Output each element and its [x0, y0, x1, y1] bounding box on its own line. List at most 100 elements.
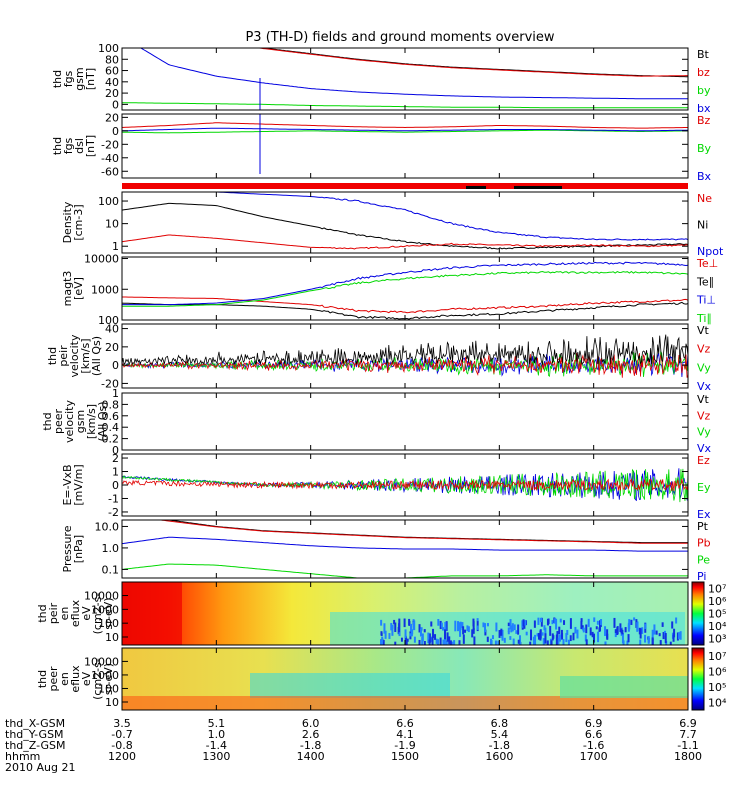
quality-flag-bar: [122, 183, 688, 189]
series-line-density: [122, 192, 688, 241]
legend-label: By: [697, 142, 712, 155]
x-axis-group: thd_X-GSM 3.5 5.1 6.0 6.6 6.8 6.9 6.9 thd_Y-GSM -…: [5, 717, 702, 774]
spectrogram-speck: [445, 621, 448, 632]
spectrogram-speck: [651, 637, 654, 645]
spectrogram-speck: [412, 622, 415, 628]
panel-temperature: 100 1000 10000 Te⊥ Te∥ Ti⊥ Ti∥ magt3[eV]: [61, 253, 718, 327]
spectrogram-speck: [494, 640, 497, 645]
spectrogram-speck: [509, 636, 512, 640]
spectrogram-speck: [641, 627, 644, 634]
legend-label: Ti∥: [696, 312, 712, 325]
panel-frame: [121, 256, 689, 321]
spectrogram-speck: [427, 632, 430, 644]
spectrogram-speck: [437, 639, 440, 645]
spectrogram-speck: [413, 636, 416, 643]
x-axis-value: -0.8: [111, 739, 132, 752]
spectrogram-speck: [486, 622, 489, 627]
spectrogram-speck: [388, 633, 391, 639]
spectrogram-speck: [587, 618, 590, 627]
y-tick-label: 100: [98, 617, 119, 630]
spectrogram-speck: [382, 639, 385, 645]
spectrogram-speck: [444, 629, 447, 640]
spectrogram-speck: [380, 619, 383, 626]
spectrogram-speck: [394, 622, 397, 632]
plot-area-peer-spectrogram: [122, 648, 688, 710]
spectrogram-speck: [532, 636, 535, 645]
y-tick-label: -60: [101, 165, 119, 178]
x-axis-value: 6.6: [396, 717, 414, 730]
spectrogram-speck: [448, 636, 451, 645]
y-axis-label: fgs: [62, 70, 75, 87]
spectrogram-speck: [544, 633, 547, 644]
spectrogram-speck: [614, 629, 617, 638]
series-line-pressure: [157, 520, 688, 544]
x-axis-value: 5.1: [208, 717, 226, 730]
spectrogram-speck: [430, 621, 433, 627]
plot-area-peir-velocity: [122, 334, 688, 378]
x-axis-value: -1.6: [583, 739, 604, 752]
quality-flag-segment: [466, 186, 486, 189]
x-axis-value: 5.4: [491, 728, 509, 741]
spectrogram-speck: [614, 629, 617, 633]
spectrogram-speck: [380, 640, 383, 645]
spectrogram-speck: [461, 622, 464, 629]
chart-title: P3 (TH-D) fields and ground moments over…: [245, 30, 554, 45]
spectrogram-speck: [509, 619, 512, 630]
plot-area-density: [122, 192, 688, 250]
spectrogram-speck: [473, 636, 476, 645]
quality-flag-segment: [514, 186, 562, 189]
x-axis-value: 6.8: [491, 717, 509, 730]
y-tick-label: 0: [112, 444, 119, 457]
spectrogram-speck: [454, 620, 457, 632]
spectrogram-speck: [418, 639, 421, 645]
spectrogram-speck: [507, 622, 510, 627]
spectrogram-speck: [495, 622, 498, 632]
spectrogram-speck: [597, 631, 600, 643]
spectrogram-speck: [572, 632, 575, 641]
spectrogram-speck: [569, 618, 572, 629]
spectrogram-speck: [405, 636, 408, 644]
spectrogram-speck: [576, 629, 579, 639]
series-line-density: [122, 234, 688, 250]
spectrogram-speck: [547, 618, 550, 625]
y-tick-label: -20: [101, 138, 119, 151]
spectrogram-speck: [428, 633, 431, 643]
spectrogram-speck: [458, 640, 461, 645]
y-axis-label: [cm-3]: [72, 204, 85, 240]
y-tick-label: 100: [98, 195, 119, 208]
y-tick-label: 1000: [91, 669, 119, 682]
x-axis-date: 2010 Aug 21: [5, 761, 75, 774]
y-tick-label: 1.0: [102, 542, 120, 555]
y-axis-label: thd: [36, 604, 49, 622]
spectrogram-speck: [524, 620, 527, 626]
spectrogram-speck: [457, 621, 460, 632]
series-line-fgs-dsl: [122, 127, 688, 132]
spectrogram-speck: [596, 620, 599, 625]
y-tick-label: -1: [108, 492, 119, 505]
y-tick-label: 10000: [84, 655, 119, 668]
panel-pressure: 0.1 1.0 10.0 Pt Pb Pe Pi Pressure[nPa]: [61, 519, 711, 583]
spectrogram-speck: [466, 625, 469, 632]
y-axis-label: thd: [36, 670, 49, 688]
spectrogram-speck: [400, 637, 403, 642]
series-line-pressure: [122, 536, 688, 552]
spectrogram-speck: [581, 625, 584, 630]
spectrogram-speck: [675, 617, 678, 624]
spectrogram-speck: [511, 623, 514, 632]
panel-peer-velocity: 00.20.40.60.81 Vt Vz Vy Vx thdpeervelocitygsm…: [41, 387, 712, 457]
x-axis-row-label: thd_Z-GSM: [5, 739, 65, 752]
spectrogram-speck: [393, 619, 396, 625]
spectrogram-speck: [418, 624, 421, 633]
spectrogram-speck: [444, 621, 447, 630]
spectrogram-speck: [507, 630, 510, 635]
spectrogram-speck: [554, 618, 557, 624]
spectrogram-speck: [676, 632, 679, 641]
spectrogram-speck: [606, 633, 609, 640]
y-axis-label: fgs: [62, 137, 75, 154]
x-axis-value: 6.6: [585, 728, 603, 741]
spectrogram-speck: [600, 619, 603, 626]
spectrogram-speck: [580, 618, 583, 622]
spectrogram-speck: [439, 620, 442, 630]
